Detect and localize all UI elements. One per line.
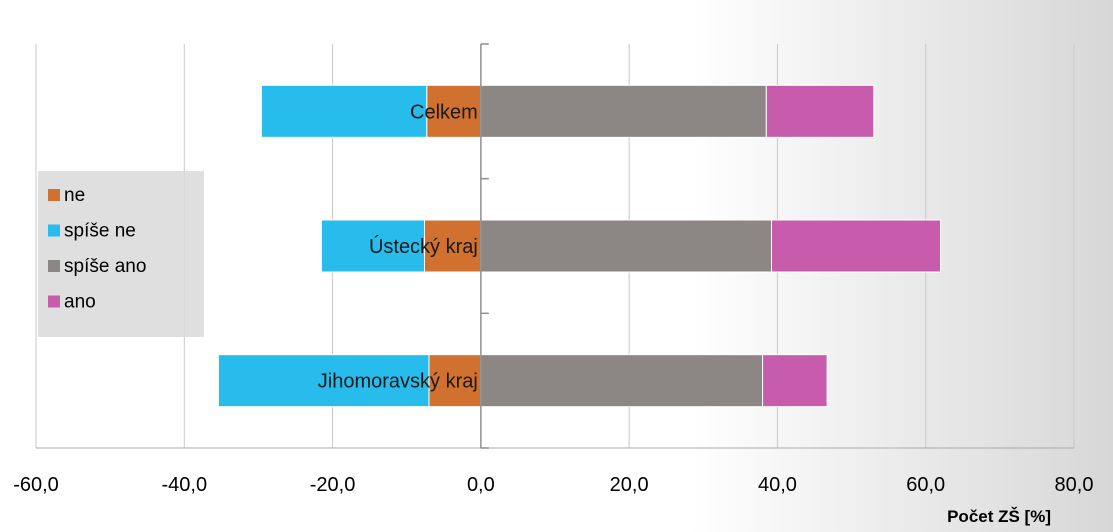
x-tick-label: 80,0 [1055, 474, 1094, 496]
legend-swatch-ne [48, 189, 60, 201]
bar-spise-ano-celkem [480, 84, 767, 138]
axes [36, 43, 1074, 449]
bar-ano-jihomoravsky-kraj [762, 354, 828, 408]
legend-label-spise-ano: spíše ano [64, 256, 146, 277]
x-tick-label: 40,0 [758, 474, 797, 496]
legend-swatch-spise-ne [48, 224, 60, 237]
legend-swatch-spise-ano [48, 260, 60, 272]
x-tick-label: -40,0 [161, 474, 207, 496]
x-tick-label: 60,0 [906, 474, 945, 496]
bar-spise-ano-jihomoravsky-kraj [480, 354, 764, 408]
category-label: Jihomoravský kraj [318, 371, 478, 393]
legend-label-spise-ne: spíše ne [64, 221, 136, 242]
bar-spise-ano-ustecky-kraj [480, 219, 772, 273]
category-label: Celkem [410, 101, 478, 123]
x-tick-label: -60,0 [13, 474, 59, 496]
category-labels: Celkem Ústecký kraj Jihomoravský kraj [318, 101, 478, 392]
bar-ne-jihomoravsky-kraj [428, 354, 482, 408]
legend-swatch-ano [48, 295, 60, 308]
legend: ne spíše ne spíše ano ano [38, 171, 204, 337]
bar-ano-ustecky-kraj [770, 219, 942, 273]
legend-label-ne: ne [64, 185, 85, 206]
tick-labels: -60,0 -40,0 -20,0 0,0 20,0 40,0 60,0 80,0 [13, 474, 1093, 496]
bar-spise-ne-ustecky-kraj [320, 219, 426, 273]
bars [217, 84, 942, 408]
x-tick-label: -20,0 [310, 474, 356, 496]
bar-ano-celkem [765, 84, 875, 138]
category-label: Ústecký kraj [369, 235, 478, 258]
x-tick-label: 20,0 [610, 474, 649, 496]
bar-spise-ne-celkem [260, 84, 428, 138]
legend-label-ano: ano [64, 292, 96, 313]
x-tick-label: 0,0 [467, 474, 495, 496]
bar-spise-ne-jihomoravsky-kraj [217, 354, 430, 408]
x-axis-title: Počet ZŠ [%] [947, 507, 1051, 526]
legend-box [38, 171, 204, 337]
